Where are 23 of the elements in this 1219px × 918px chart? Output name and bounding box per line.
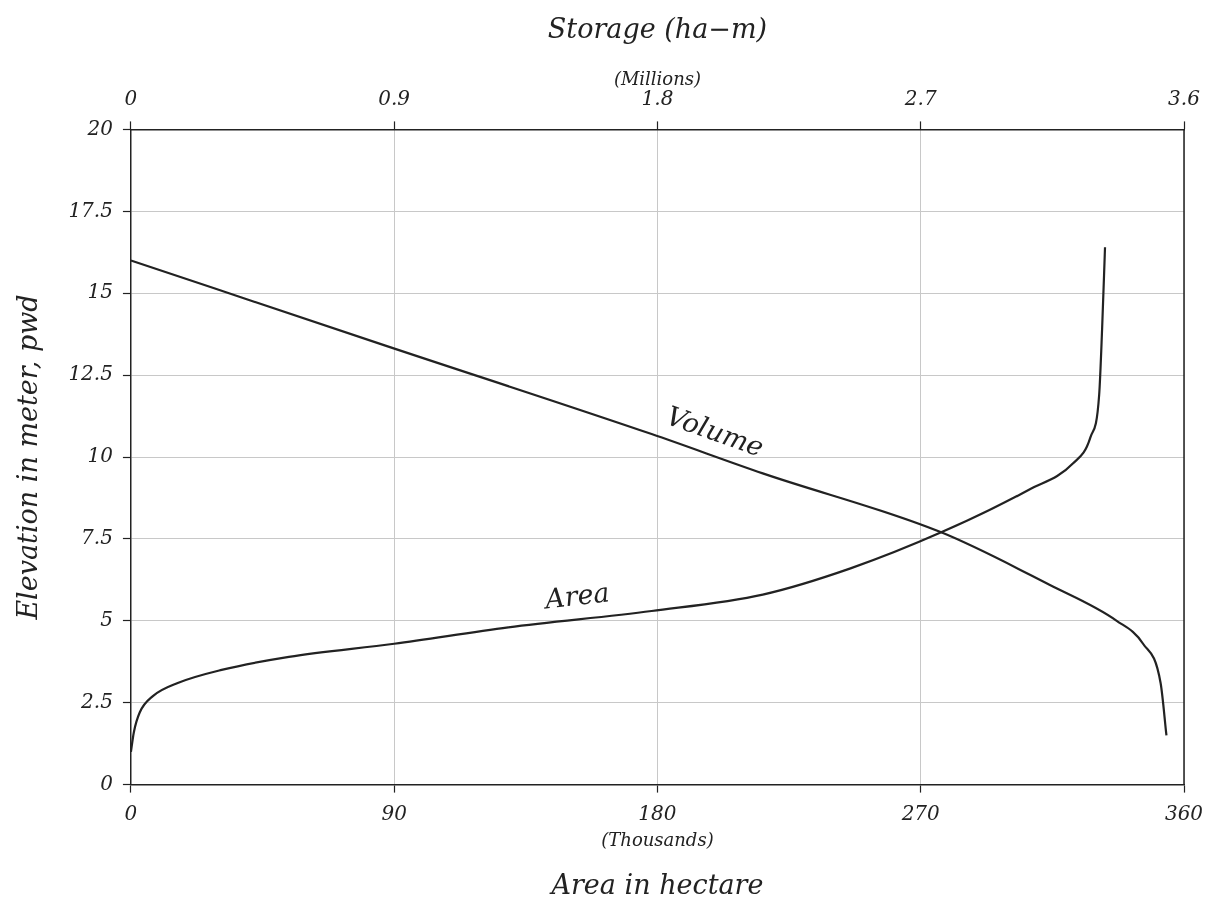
y-tick-label: 17.5 bbox=[68, 197, 113, 222]
y-axis-title: Elevation in meter, pwd bbox=[12, 294, 44, 621]
y-tick-label: 7.5 bbox=[81, 525, 113, 550]
y-tick-label: 0 bbox=[100, 770, 114, 795]
x-tick-label: 270 bbox=[900, 800, 941, 825]
y-tick-label: 10 bbox=[87, 443, 114, 468]
y-tick-label: 12.5 bbox=[68, 361, 113, 386]
x-tick-label: 0 bbox=[124, 800, 138, 825]
text: Area bbox=[540, 576, 612, 615]
y-tick-label: 20 bbox=[86, 115, 114, 140]
x-axis-title: Area in hectare bbox=[548, 868, 764, 900]
y-tick-label: 5 bbox=[100, 607, 113, 631]
x2-axis-title: Storage (ha−m) bbox=[547, 13, 768, 45]
x-tick-label: 180 bbox=[638, 800, 677, 825]
x2-tick-label: 0.9 bbox=[378, 85, 411, 110]
x2-tick-label: 2.7 bbox=[903, 85, 937, 110]
y-tick-label: 15 bbox=[87, 279, 113, 304]
y-tick-label: 2.5 bbox=[80, 688, 113, 713]
x-tick-label: 360 bbox=[1164, 800, 1204, 825]
text: (Thousands) bbox=[601, 829, 714, 851]
x-tick-label: 90 bbox=[381, 800, 408, 825]
x2-tick-label: 0 bbox=[124, 85, 138, 110]
x2-tick-label: 3.6 bbox=[1168, 85, 1201, 110]
